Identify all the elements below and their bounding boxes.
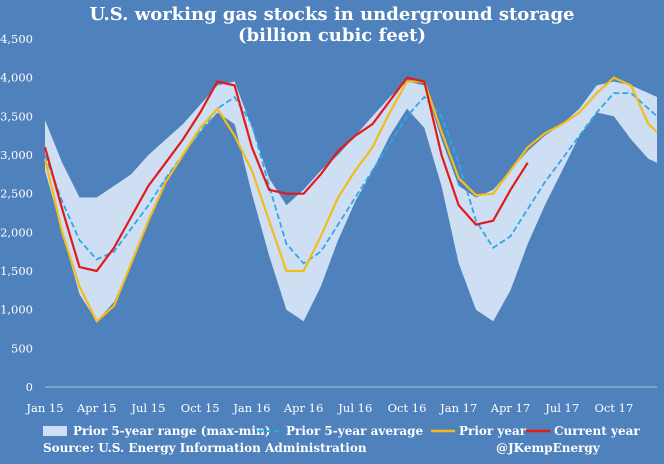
x-tick-label: Jul 15 — [130, 401, 165, 415]
prior-year-line — [43, 76, 658, 324]
legend-swatch-range — [43, 426, 67, 436]
y-tick-label: 2,000 — [0, 225, 33, 239]
source-note: Source: U.S. Energy Information Administ… — [43, 441, 367, 455]
x-tick-label: Apr 16 — [283, 401, 323, 415]
y-tick-label: 3,000 — [0, 148, 33, 162]
chart-subtitle: (billion cubic feet) — [238, 25, 426, 46]
y-tick-label: 2,500 — [0, 187, 33, 201]
y-tick-label: 500 — [11, 341, 33, 355]
legend-label-current-year: Current year — [554, 424, 640, 438]
x-tick-label: Oct 17 — [595, 401, 634, 415]
current-year-line — [43, 76, 529, 273]
x-tick-label: Jan 16 — [232, 401, 270, 415]
x-axis: Jan 15 Apr 15 Jul 15 Oct 15 Jan 16 Apr 16 Jul … — [25, 401, 633, 415]
y-tick-label: 0 — [26, 380, 33, 394]
credit-note: @JKempEnergy — [496, 441, 601, 455]
x-tick-label: Apr 15 — [76, 401, 116, 415]
legend-label-average: Prior 5-year average — [286, 424, 423, 438]
y-tick-label: 1,500 — [0, 264, 33, 278]
legend-label-prior-year: Prior year — [459, 424, 527, 438]
y-tick-label: 4,500 — [0, 32, 33, 46]
y-tick-label: 4,000 — [0, 71, 33, 85]
prior-5-year-range-band — [45, 81, 657, 322]
y-tick-label: 3,500 — [0, 109, 33, 123]
prior-5-year-average-line — [44, 92, 658, 265]
legend-label-range: Prior 5-year range (max-min) — [73, 424, 270, 438]
chart-title: U.S. working gas stocks in underground s… — [90, 4, 575, 25]
x-tick-label: Jan 17 — [439, 401, 477, 415]
y-axis: 0 500 1,000 1,500 2,000 2,500 3,000 3,500 4,000 4… — [0, 32, 33, 394]
x-tick-label: Oct 16 — [388, 401, 427, 415]
y-tick-label: 1,000 — [0, 303, 33, 317]
x-tick-label: Oct 15 — [181, 401, 220, 415]
plot-area — [43, 76, 658, 388]
legend: Prior 5-year range (max-min) Prior 5-yea… — [43, 424, 640, 438]
x-tick-label: Jul 16 — [337, 401, 372, 415]
x-tick-label: Jul 17 — [544, 401, 579, 415]
x-tick-label: Apr 17 — [490, 401, 530, 415]
x-tick-label: Jan 15 — [25, 401, 63, 415]
